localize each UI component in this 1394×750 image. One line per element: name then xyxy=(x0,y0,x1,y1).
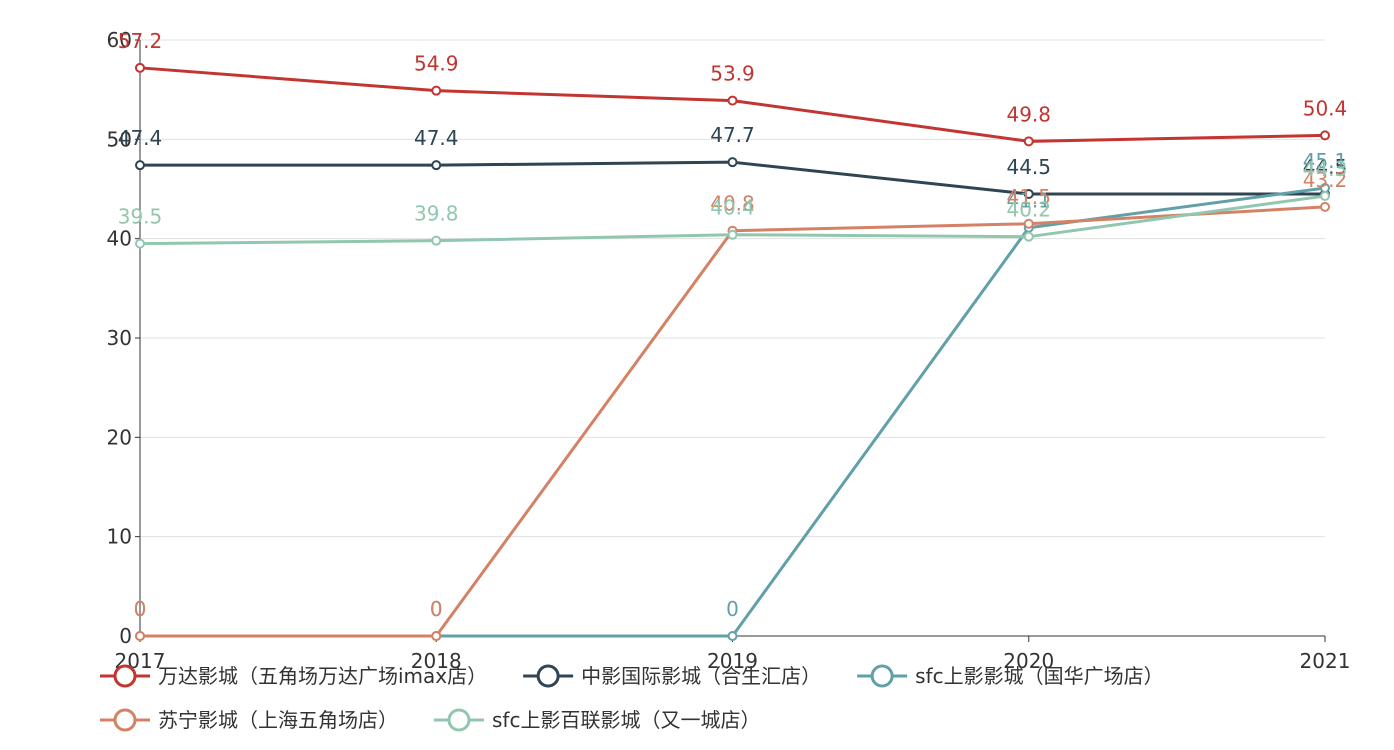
data-point xyxy=(431,631,442,641)
data-point xyxy=(431,160,442,171)
data-point xyxy=(431,235,442,246)
legend-marker xyxy=(536,664,560,688)
data-point xyxy=(135,160,145,171)
data-label: 0 xyxy=(134,597,147,621)
data-label: 47.7 xyxy=(710,123,755,147)
data-point xyxy=(1320,130,1330,141)
data-point xyxy=(135,62,145,73)
data-label: 40.8 xyxy=(710,192,755,216)
data-label: 45.1 xyxy=(1303,149,1348,173)
legend-marker xyxy=(870,664,894,688)
x-tick-label: 2018 xyxy=(411,649,462,673)
data-label: 41.1 xyxy=(1006,189,1051,213)
legend-label: 苏宁影城（上海五角场店） xyxy=(158,708,398,732)
y-tick-label: 20 xyxy=(107,425,132,449)
data-label: 39.8 xyxy=(414,202,459,226)
series-lines xyxy=(135,62,1330,641)
data-label: 0 xyxy=(430,597,443,621)
legend-label: sfc上影百联影城（又一城店） xyxy=(492,708,760,732)
data-label: 40.2 xyxy=(1006,198,1051,222)
data-point xyxy=(727,229,738,240)
data-point xyxy=(727,95,738,106)
x-tick-label: 2019 xyxy=(707,649,758,673)
data-point xyxy=(1023,231,1034,242)
data-label: 50.4 xyxy=(1303,96,1348,120)
data-label: 44.5 xyxy=(1303,155,1348,179)
data-point xyxy=(1023,136,1034,147)
data-label: 39.5 xyxy=(118,205,163,229)
series-line xyxy=(140,205,1326,638)
data-point xyxy=(1023,218,1034,229)
data-label: 47.4 xyxy=(414,126,459,150)
data-point xyxy=(727,631,738,641)
series-line xyxy=(140,186,1326,638)
data-label: 44.5 xyxy=(1006,155,1051,179)
data-label: 44.3 xyxy=(1303,157,1348,181)
data-label: 47.4 xyxy=(118,126,163,150)
legend-label: 万达影城（五角场万达广场imax店） xyxy=(158,664,487,688)
data-point xyxy=(135,631,145,641)
data-label: 0 xyxy=(726,597,739,621)
x-tick-label: 2020 xyxy=(1003,649,1054,673)
data-point xyxy=(135,238,145,249)
data-label: 54.9 xyxy=(414,52,459,76)
y-tick-label: 0 xyxy=(119,624,132,648)
data-label: 41.5 xyxy=(1006,185,1051,209)
data-label: 57.2 xyxy=(118,29,163,53)
grid-lines xyxy=(140,39,1325,538)
data-label: 49.8 xyxy=(1006,102,1051,126)
y-tick-label: 50 xyxy=(107,127,132,151)
y-tick-label: 60 xyxy=(107,28,132,52)
legend: 万达影城（五角场万达广场imax店） 中影国际影城（合生汇店） sfc上影影城（国华… xyxy=(100,664,1164,732)
data-point xyxy=(431,85,442,96)
y-tick-label: 40 xyxy=(107,227,132,251)
y-tick-label: 10 xyxy=(107,525,132,549)
data-label: 0 xyxy=(430,597,443,621)
data-label: 0 xyxy=(134,597,147,621)
legend-marker xyxy=(113,708,137,732)
legend-marker xyxy=(447,708,471,732)
legend-label: 中影国际影城（合生汇店） xyxy=(581,664,821,688)
data-label: 43.2 xyxy=(1303,168,1348,192)
data-label: 53.9 xyxy=(710,62,755,86)
x-tick-label: 2021 xyxy=(1300,649,1351,673)
data-point xyxy=(1023,188,1034,199)
data-point xyxy=(727,157,738,168)
legend-marker xyxy=(113,664,137,688)
data-point xyxy=(1320,190,1330,201)
legend-label: sfc上影影城（国华广场店） xyxy=(915,664,1163,688)
data-point xyxy=(1320,201,1330,212)
y-tick-label: 30 xyxy=(107,326,132,350)
data-label: 40.4 xyxy=(710,196,755,220)
data-labels: 57.2 54.9 53.9 49.8 50.4 47.4 47.4 47.7 44.5 44.5… xyxy=(118,29,1348,621)
